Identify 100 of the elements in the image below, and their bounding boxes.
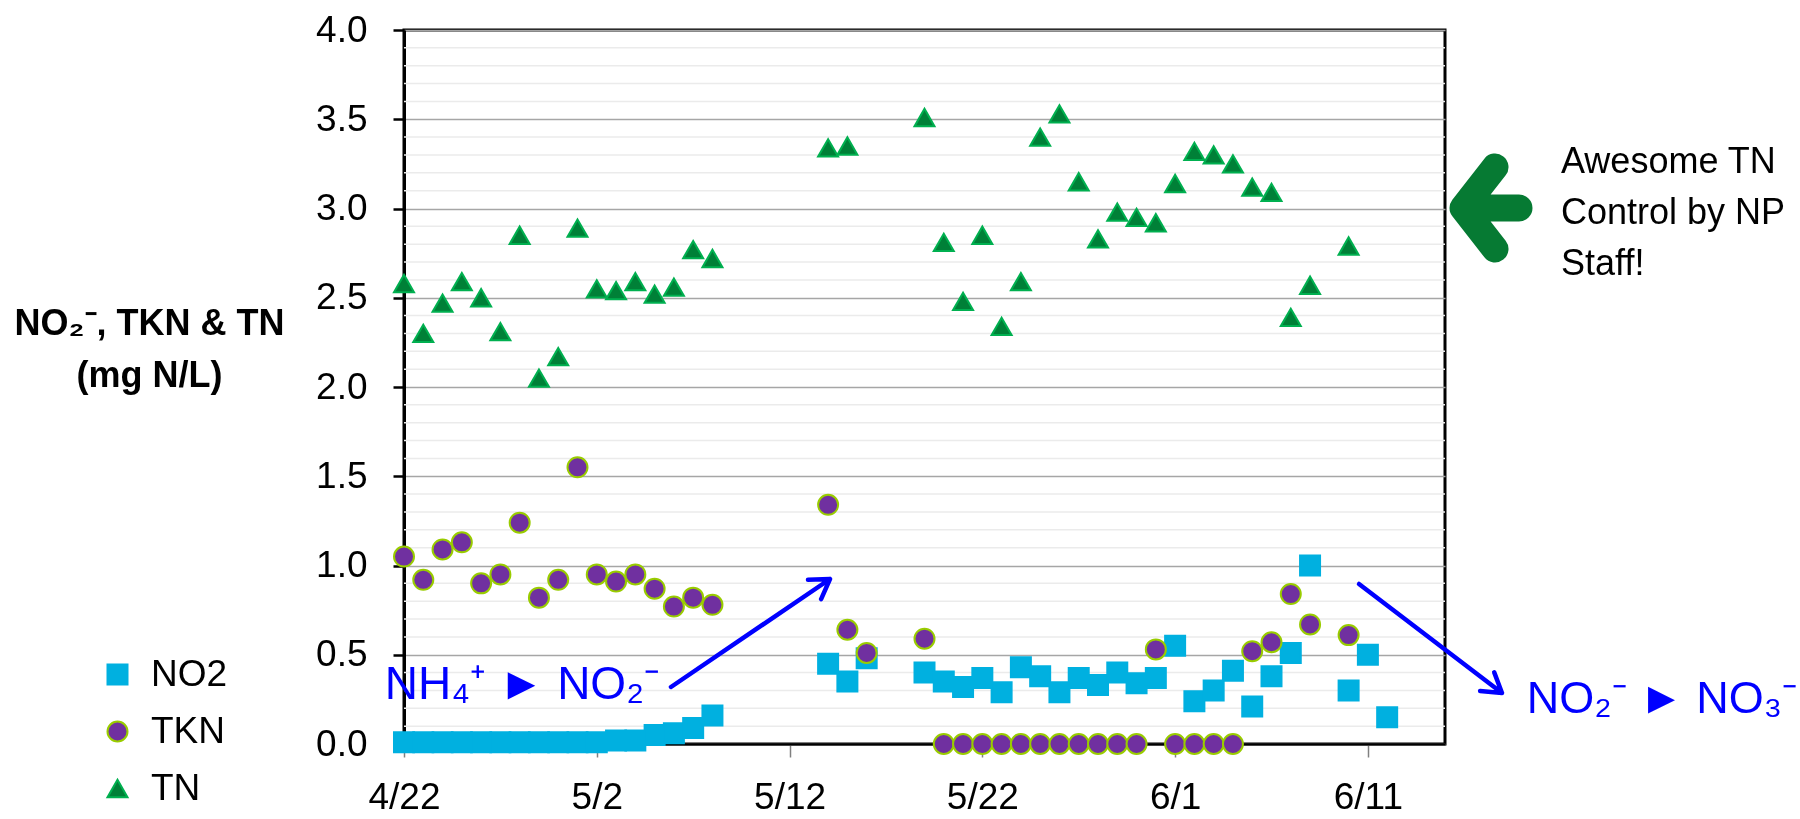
x-tick-label: 6/1 bbox=[1149, 775, 1202, 817]
point bbox=[836, 618, 859, 641]
y-tick-label: 4.0 bbox=[316, 8, 368, 50]
point bbox=[682, 586, 705, 609]
y-tick-label: 0.5 bbox=[316, 633, 368, 675]
point bbox=[508, 225, 531, 245]
point bbox=[470, 288, 493, 308]
point bbox=[566, 218, 589, 238]
point bbox=[1164, 173, 1187, 194]
point bbox=[1106, 661, 1129, 684]
point bbox=[1221, 154, 1244, 174]
point bbox=[1029, 733, 1052, 755]
x-tick-label: 5/2 bbox=[571, 775, 623, 817]
point bbox=[1241, 640, 1264, 663]
point bbox=[1183, 141, 1206, 162]
point bbox=[1202, 733, 1225, 755]
point bbox=[547, 731, 570, 754]
point bbox=[701, 593, 724, 616]
point bbox=[643, 577, 666, 600]
point bbox=[1164, 634, 1187, 657]
point bbox=[585, 563, 608, 586]
point bbox=[547, 346, 570, 367]
point bbox=[489, 563, 512, 586]
point bbox=[1299, 275, 1322, 295]
point bbox=[1087, 674, 1109, 697]
point bbox=[1337, 236, 1360, 256]
y-tick-label: 1.5 bbox=[316, 454, 368, 496]
point bbox=[527, 586, 550, 609]
point bbox=[547, 568, 570, 591]
point bbox=[990, 681, 1013, 704]
point bbox=[662, 277, 685, 297]
point bbox=[1087, 229, 1109, 249]
point bbox=[971, 733, 994, 755]
point bbox=[508, 511, 531, 534]
point bbox=[1048, 733, 1071, 755]
point bbox=[932, 232, 955, 253]
point bbox=[643, 284, 666, 304]
point bbox=[1009, 656, 1032, 679]
legend-label: TN bbox=[151, 766, 201, 808]
point bbox=[393, 731, 415, 754]
point bbox=[952, 733, 975, 755]
point bbox=[1029, 665, 1052, 688]
point bbox=[913, 661, 936, 684]
point bbox=[1202, 679, 1225, 702]
point bbox=[1279, 307, 1302, 328]
point bbox=[489, 731, 512, 754]
point bbox=[1125, 672, 1148, 695]
point bbox=[1144, 638, 1167, 661]
point bbox=[817, 493, 840, 516]
legend-label: NO2 bbox=[151, 652, 228, 694]
point bbox=[682, 239, 705, 260]
point bbox=[1260, 665, 1283, 688]
point bbox=[1106, 733, 1129, 755]
point bbox=[1183, 690, 1206, 713]
point bbox=[682, 716, 705, 739]
point bbox=[1337, 679, 1360, 702]
point bbox=[1144, 213, 1167, 233]
x-tick-label: 6/11 bbox=[1333, 775, 1404, 817]
point bbox=[412, 323, 435, 344]
point bbox=[1279, 583, 1302, 606]
point bbox=[1241, 695, 1264, 718]
point bbox=[1106, 202, 1129, 222]
point bbox=[1337, 624, 1360, 647]
point bbox=[1299, 554, 1322, 577]
point bbox=[393, 273, 415, 294]
point bbox=[1009, 733, 1032, 755]
point bbox=[1260, 631, 1283, 654]
point bbox=[932, 733, 955, 755]
point bbox=[952, 675, 975, 698]
point bbox=[605, 570, 628, 593]
point bbox=[1048, 681, 1071, 704]
point bbox=[624, 729, 647, 752]
point bbox=[412, 731, 435, 754]
point bbox=[527, 368, 550, 388]
text: NO₂⁻ ► NO₃⁻ bbox=[1526, 672, 1797, 723]
point bbox=[1125, 733, 1148, 755]
point bbox=[817, 652, 840, 675]
point bbox=[1067, 172, 1090, 192]
point bbox=[624, 563, 647, 586]
point bbox=[1279, 641, 1302, 664]
x-tick-label: 5/12 bbox=[754, 775, 827, 817]
point bbox=[566, 456, 589, 479]
point bbox=[932, 670, 955, 693]
point bbox=[624, 272, 647, 292]
point bbox=[1144, 666, 1167, 689]
point bbox=[701, 248, 724, 269]
point bbox=[1048, 104, 1071, 124]
y-tick-label: 3.0 bbox=[316, 187, 368, 228]
y-axis-title: NO₂⁻, TKN & TN (mg N/L) bbox=[14, 301, 285, 395]
point bbox=[1376, 706, 1399, 729]
legend-label: TKN bbox=[151, 709, 225, 751]
point bbox=[1356, 643, 1379, 666]
point bbox=[990, 316, 1013, 336]
point bbox=[662, 595, 685, 618]
point bbox=[393, 545, 415, 568]
point bbox=[913, 107, 936, 128]
point bbox=[1183, 733, 1206, 755]
point bbox=[1164, 733, 1187, 755]
point bbox=[489, 322, 512, 342]
point bbox=[431, 538, 454, 561]
